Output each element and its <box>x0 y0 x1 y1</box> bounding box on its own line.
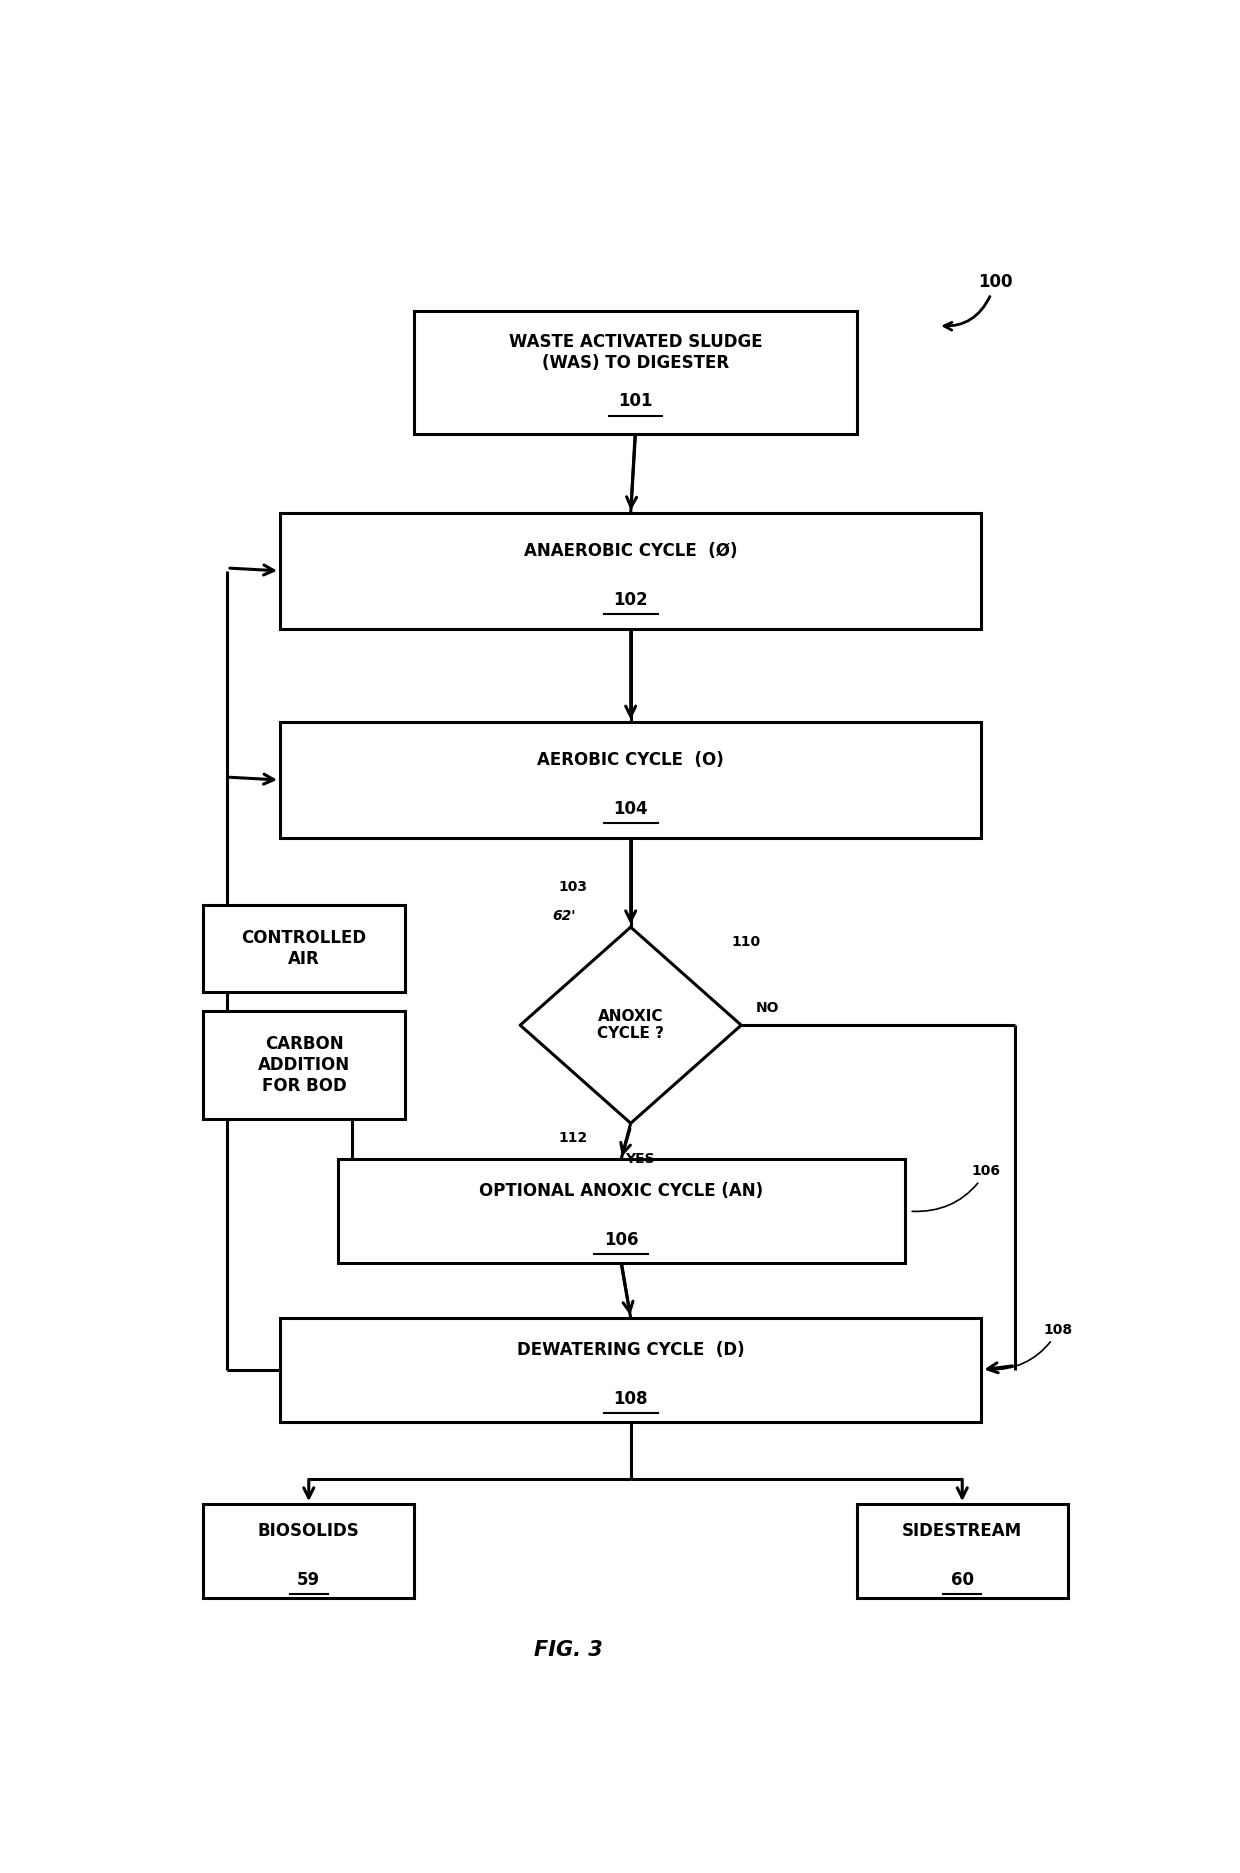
Text: CARBON
ADDITION
FOR BOD: CARBON ADDITION FOR BOD <box>258 1036 350 1094</box>
Text: 104: 104 <box>614 800 649 819</box>
Text: ANOXIC
CYCLE ?: ANOXIC CYCLE ? <box>598 1010 665 1041</box>
Text: YES: YES <box>625 1152 655 1167</box>
Text: 106: 106 <box>604 1231 639 1249</box>
Text: 60: 60 <box>951 1571 973 1588</box>
Text: ANAEROBIC CYCLE  (Ø): ANAEROBIC CYCLE (Ø) <box>525 541 738 560</box>
FancyBboxPatch shape <box>857 1504 1068 1598</box>
Text: 106: 106 <box>913 1165 1001 1212</box>
Text: 110: 110 <box>732 935 760 950</box>
Text: 101: 101 <box>619 393 652 410</box>
FancyBboxPatch shape <box>414 311 857 435</box>
Text: BIOSOLIDS: BIOSOLIDS <box>258 1521 360 1540</box>
Text: 100: 100 <box>978 273 1013 292</box>
Text: 103: 103 <box>558 880 588 893</box>
FancyBboxPatch shape <box>280 1319 982 1422</box>
Text: DEWATERING CYCLE  (D): DEWATERING CYCLE (D) <box>517 1341 744 1358</box>
Polygon shape <box>521 927 742 1124</box>
Text: FIG. 3: FIG. 3 <box>534 1639 603 1659</box>
Text: 108: 108 <box>990 1322 1073 1369</box>
FancyBboxPatch shape <box>280 513 982 629</box>
Text: CONTROLLED
AIR: CONTROLLED AIR <box>242 929 367 968</box>
Text: 62': 62' <box>552 908 575 923</box>
FancyBboxPatch shape <box>203 1504 414 1598</box>
Text: OPTIONAL ANOXIC CYCLE (AN): OPTIONAL ANOXIC CYCLE (AN) <box>479 1182 763 1201</box>
Text: AEROBIC CYCLE  (O): AEROBIC CYCLE (O) <box>537 751 724 768</box>
FancyBboxPatch shape <box>280 723 982 837</box>
Text: 108: 108 <box>614 1390 649 1408</box>
FancyBboxPatch shape <box>203 905 404 993</box>
FancyBboxPatch shape <box>203 1011 404 1118</box>
Text: SIDESTREAM: SIDESTREAM <box>903 1521 1022 1540</box>
Text: 59: 59 <box>298 1571 320 1588</box>
Text: 102: 102 <box>614 590 649 609</box>
FancyBboxPatch shape <box>337 1159 905 1262</box>
Text: 112: 112 <box>558 1131 588 1144</box>
Text: WASTE ACTIVATED SLUDGE
(WAS) TO DIGESTER: WASTE ACTIVATED SLUDGE (WAS) TO DIGESTER <box>508 333 763 373</box>
Text: NO: NO <box>755 1000 779 1015</box>
